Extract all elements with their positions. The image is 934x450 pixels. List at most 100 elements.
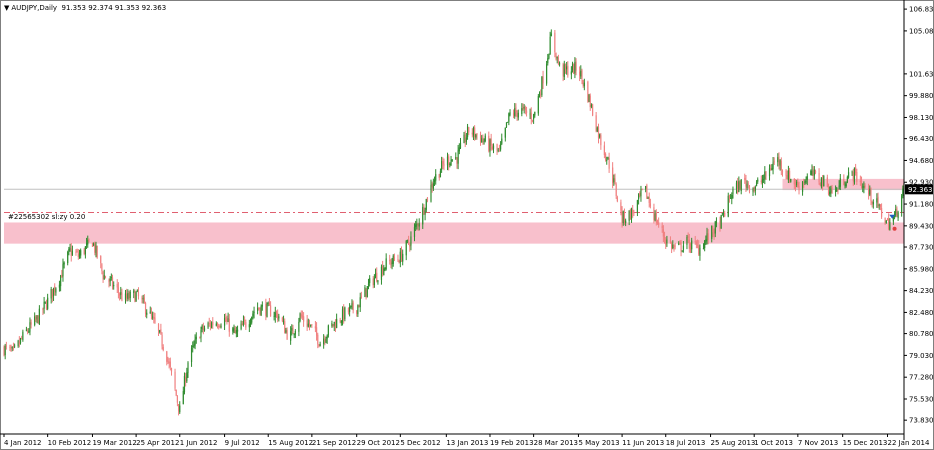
candle-body xyxy=(134,291,136,303)
candle-body xyxy=(641,189,643,190)
candle-body xyxy=(47,297,49,309)
candle-body xyxy=(714,221,716,234)
x-tick-label: 1 Jun 2012 xyxy=(180,439,218,447)
candle-body xyxy=(174,371,176,389)
candle-body xyxy=(687,235,689,239)
candle-body xyxy=(167,360,169,362)
candle-body xyxy=(604,153,607,161)
candle-body xyxy=(431,183,433,188)
x-tick-label: 15 Aug 2012 xyxy=(268,439,313,447)
candle-body xyxy=(135,292,137,301)
y-tick-label: 92.930 xyxy=(909,179,934,187)
candle-body xyxy=(885,220,887,223)
candle-body xyxy=(85,242,88,246)
candle-body xyxy=(557,57,559,64)
candle-body xyxy=(260,305,262,316)
candle-body xyxy=(625,220,627,224)
candle-body xyxy=(170,368,173,372)
candle-body xyxy=(4,345,6,356)
candle-body xyxy=(129,291,131,299)
candle-body xyxy=(458,147,460,152)
y-tick-label: 87.730 xyxy=(909,244,934,252)
candle-body xyxy=(818,172,820,183)
candle-body xyxy=(862,186,864,188)
candle-body xyxy=(423,206,425,214)
candle-body xyxy=(639,192,641,196)
candle-body xyxy=(760,180,762,182)
object-label: #22565302 sl:zy 0.20 xyxy=(8,213,86,221)
candle-body xyxy=(341,309,344,322)
markers-layer xyxy=(889,214,897,231)
candle-body xyxy=(671,242,673,249)
candle-body xyxy=(525,110,528,114)
candle-body xyxy=(369,278,371,284)
candle-body xyxy=(10,348,12,350)
chevron-down-icon[interactable]: ▼ xyxy=(4,4,10,12)
candle-body xyxy=(68,248,70,252)
candle-body xyxy=(496,144,498,151)
candle-body xyxy=(54,286,56,292)
candle-body xyxy=(83,249,85,254)
candle-body xyxy=(413,227,416,237)
candle-body xyxy=(182,391,184,405)
candle-body xyxy=(830,188,832,193)
candle-body xyxy=(116,283,118,288)
candle-body xyxy=(801,182,804,192)
candle-body xyxy=(753,187,755,191)
candle-body xyxy=(640,189,642,197)
candle-body xyxy=(537,96,539,114)
candle-body xyxy=(142,298,144,300)
candle-body xyxy=(439,171,442,178)
candle-body xyxy=(336,318,338,328)
candle-body xyxy=(441,161,443,171)
candle-body xyxy=(796,181,798,186)
candle-body xyxy=(109,278,111,282)
candle-body xyxy=(124,293,127,300)
candle-body xyxy=(876,198,878,203)
candle-body xyxy=(405,240,407,256)
candle-body xyxy=(400,251,403,262)
candle-body xyxy=(779,160,781,166)
candle-body xyxy=(25,329,28,331)
x-axis: 4 Jan 2012 10 Feb 2012 19 Mar 2012 25 Apr 2… xyxy=(0,433,930,447)
candle-body xyxy=(162,346,164,351)
candle-body xyxy=(365,288,367,297)
y-tick-label: 79.030 xyxy=(909,352,934,360)
candle-body xyxy=(681,250,683,252)
candle-body xyxy=(117,287,120,293)
candle-body xyxy=(616,197,618,202)
candle-body xyxy=(745,179,747,187)
candle-body xyxy=(195,336,197,340)
candle-body xyxy=(14,345,16,347)
candle-body xyxy=(491,146,493,150)
candle-body xyxy=(185,377,187,383)
candle-body xyxy=(102,272,104,280)
candle-body xyxy=(720,215,722,229)
candle-body xyxy=(366,286,368,298)
candle-body xyxy=(878,204,880,206)
candle-body xyxy=(797,182,799,188)
candle-body xyxy=(110,277,112,278)
candle-body xyxy=(153,316,155,319)
candle-body xyxy=(334,323,337,329)
candle-body xyxy=(666,239,668,244)
candle-body xyxy=(133,290,135,293)
candle-body xyxy=(529,113,531,115)
candle-body xyxy=(203,328,206,331)
candle-body xyxy=(534,111,536,116)
candle-body xyxy=(432,183,434,189)
candle-body xyxy=(42,308,44,310)
candle-body xyxy=(468,127,470,133)
candle-body xyxy=(678,243,680,245)
candle-body xyxy=(253,311,255,314)
candle-body xyxy=(597,126,600,139)
candle-body xyxy=(472,127,475,136)
candle-body xyxy=(896,208,898,217)
candle-body xyxy=(100,256,102,264)
candle-body xyxy=(482,136,484,141)
candle-body xyxy=(399,251,401,263)
candle-body xyxy=(512,112,515,116)
x-tick-label: 29 Oct 2012 xyxy=(357,439,400,447)
candle-body xyxy=(575,61,577,71)
